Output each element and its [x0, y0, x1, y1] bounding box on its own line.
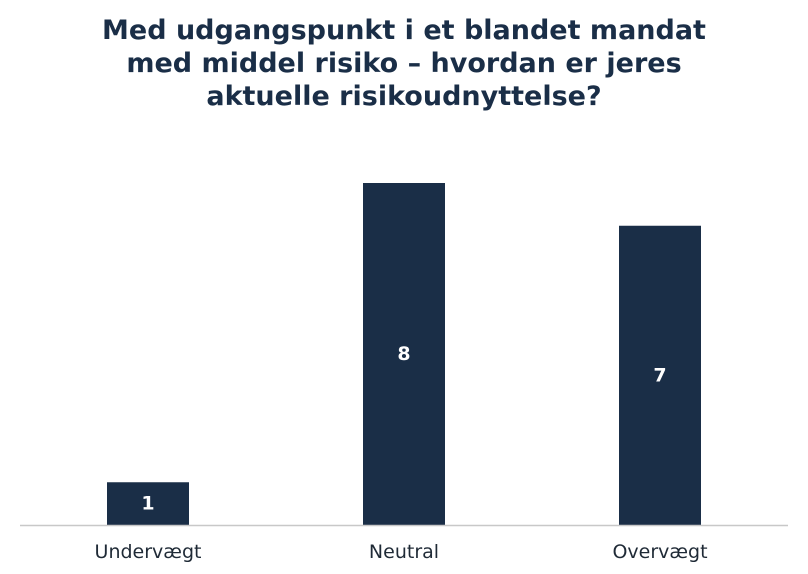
data-labels-group: 1 8 7	[141, 343, 666, 515]
x-tick-label-2: Neutral	[369, 541, 439, 563]
x-tick-labels-group: Undervægt Neutral Overvægt	[95, 541, 708, 563]
chart-title-line-3: aktuelle risikoudnyttelse?	[206, 81, 602, 112]
x-tick-label-1: Undervægt	[95, 541, 202, 563]
bar-3	[619, 225, 701, 525]
bars-group	[107, 183, 701, 525]
bar-1	[107, 482, 189, 525]
chart-title: Med udgangspunkt i et blandet mandat med…	[0, 14, 808, 113]
data-label-2: 8	[397, 343, 410, 365]
data-label-3: 7	[653, 364, 666, 386]
chart-title-line-2: med middel risiko – hvordan er jeres	[126, 48, 682, 79]
x-tick-label-3: Overvægt	[612, 541, 707, 563]
data-label-1: 1	[141, 493, 154, 515]
bar-2	[363, 183, 445, 525]
chart-title-line-1: Med udgangspunkt i et blandet mandat	[102, 15, 706, 46]
